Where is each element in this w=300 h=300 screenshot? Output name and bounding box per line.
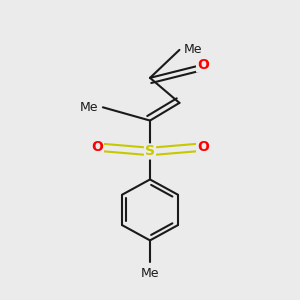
Text: Me: Me (184, 44, 203, 56)
Text: O: O (91, 140, 103, 154)
Text: Me: Me (80, 101, 98, 114)
Text: S: S (145, 145, 155, 158)
Text: O: O (197, 58, 209, 72)
Text: Me: Me (141, 267, 159, 280)
Text: O: O (197, 140, 209, 154)
